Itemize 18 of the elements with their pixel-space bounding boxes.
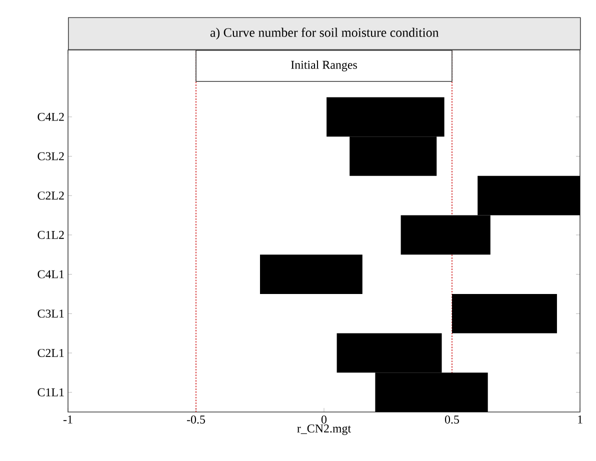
text: Initial Ranges <box>291 60 357 72</box>
x-tick-label: 0.5 <box>444 416 460 424</box>
y-tick-label: C3L2 <box>38 152 64 160</box>
y-tick-label: C4L2 <box>38 112 64 121</box>
x-axis-title: r_CN2.mgt <box>297 424 351 435</box>
y-tick-label: C2L2 <box>38 192 64 200</box>
chart-title: a) Curve number for soil moisture condition <box>210 28 439 40</box>
y-tick-label: C4L1 <box>38 270 64 278</box>
bar <box>452 294 557 334</box>
y-tick-label: C1L1 <box>38 388 64 396</box>
x-tick-label: -1 <box>63 416 72 424</box>
y-tick-label: C1L2 <box>38 230 64 239</box>
y-tick-label: C3L1 <box>38 310 64 318</box>
x-tick-label: 0 <box>321 416 327 424</box>
x-tick-label: 1 <box>578 416 582 424</box>
bar <box>260 254 362 294</box>
x-tick-label: -0.5 <box>186 416 205 424</box>
y-tick-label: C2L1 <box>38 348 64 357</box>
